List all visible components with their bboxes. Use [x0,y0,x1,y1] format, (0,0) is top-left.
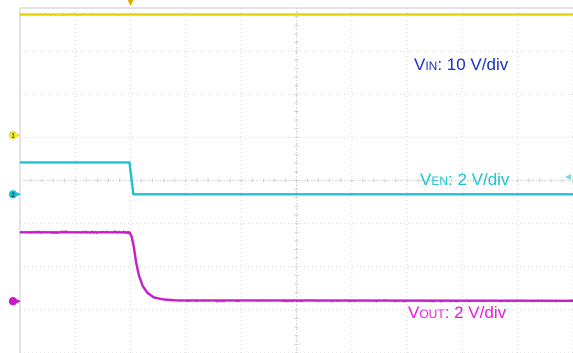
ven-label-main: V [420,170,432,189]
vin-label-sub: IN [425,59,437,73]
ground-marker-ven [8,190,18,199]
ground-arrow-vin [17,133,21,138]
vout-label-sub: OUT [419,307,445,321]
ground-marker-number-vin: 1 [11,134,15,140]
vout-label-scale: : 2 V/div [445,303,507,322]
channel-markers: 12 [8,131,571,306]
ven-offscreen-arrow [565,174,571,181]
ven-label: VEN: 2 V/div [420,170,510,189]
ven-label-sub: EN [431,174,448,188]
ven-label-scale: : 2 V/div [448,170,510,189]
ground-marker-number-ven: 2 [11,193,15,199]
trace-vout [20,231,573,302]
traces [19,11,573,303]
trigger-marker [127,0,134,6]
grid [19,0,573,353]
trace-noise-vout-tail [179,298,573,303]
vin-label-scale: : 10 V/div [437,55,508,74]
vout-label: VOUT: 2 V/div [408,303,507,322]
channel-labels: VIN: 10 V/div VEN: 2 V/div VOUT: 2 V/div [408,55,510,322]
ground-marker-vin [8,131,18,140]
vout-label-main: V [408,303,420,322]
ground-arrow-vout [17,299,21,304]
ground-marker-vout [8,297,18,306]
vin-label: VIN: 10 V/div [414,55,509,74]
vin-label-main: V [414,55,426,74]
trace-ven [20,161,573,196]
ground-arrow-ven [17,192,21,197]
